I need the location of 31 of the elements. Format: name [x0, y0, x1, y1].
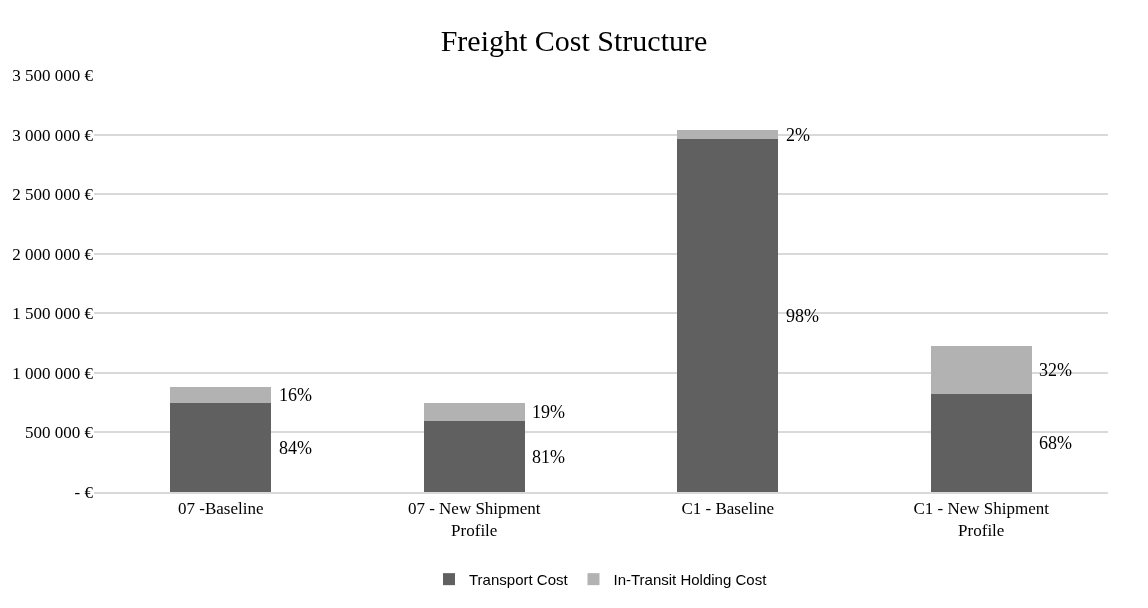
- x-tick-label: 07 - New Shipment Profile: [407, 499, 541, 541]
- y-tick-label: 3 000 000 €: [12, 125, 94, 145]
- y-tick-label: - €: [74, 482, 94, 502]
- bar: [423, 403, 525, 422]
- bar: [930, 393, 1032, 492]
- annotation: 98%: [786, 306, 819, 326]
- annotation: 68%: [1039, 433, 1072, 453]
- bar: [677, 139, 779, 492]
- bar: [930, 346, 1032, 394]
- annotation: 32%: [1039, 360, 1072, 380]
- bar: [677, 130, 779, 140]
- x-tick-label: C1 - Baseline: [681, 499, 775, 519]
- y-tick-label: 500 000 €: [25, 423, 94, 443]
- annotation: 84%: [279, 438, 312, 458]
- legend-label: Transport Cost: [469, 570, 569, 588]
- bar: [170, 387, 272, 404]
- bar: [423, 421, 525, 492]
- x-tick-label: C1 - New Shipment Profile: [913, 499, 1050, 541]
- y-tick-label: 2 500 000 €: [12, 185, 94, 205]
- y-tick-label: 1 500 000 €: [12, 304, 94, 324]
- y-tick-label: 3 500 000 €: [12, 65, 94, 85]
- legend-label: In-Transit Holding Cost: [613, 570, 768, 588]
- annotation: 2%: [786, 125, 810, 145]
- chart-title: Freight Cost Structure: [440, 24, 708, 58]
- bar: [170, 403, 272, 492]
- annotation: 81%: [532, 447, 565, 467]
- annotation: 16%: [279, 385, 312, 405]
- x-tick-label: 07 -Baseline: [178, 499, 264, 519]
- y-tick-label: 1 000 000 €: [12, 363, 94, 383]
- annotation: 19%: [532, 402, 565, 422]
- y-tick-label: 2 000 000 €: [12, 244, 94, 264]
